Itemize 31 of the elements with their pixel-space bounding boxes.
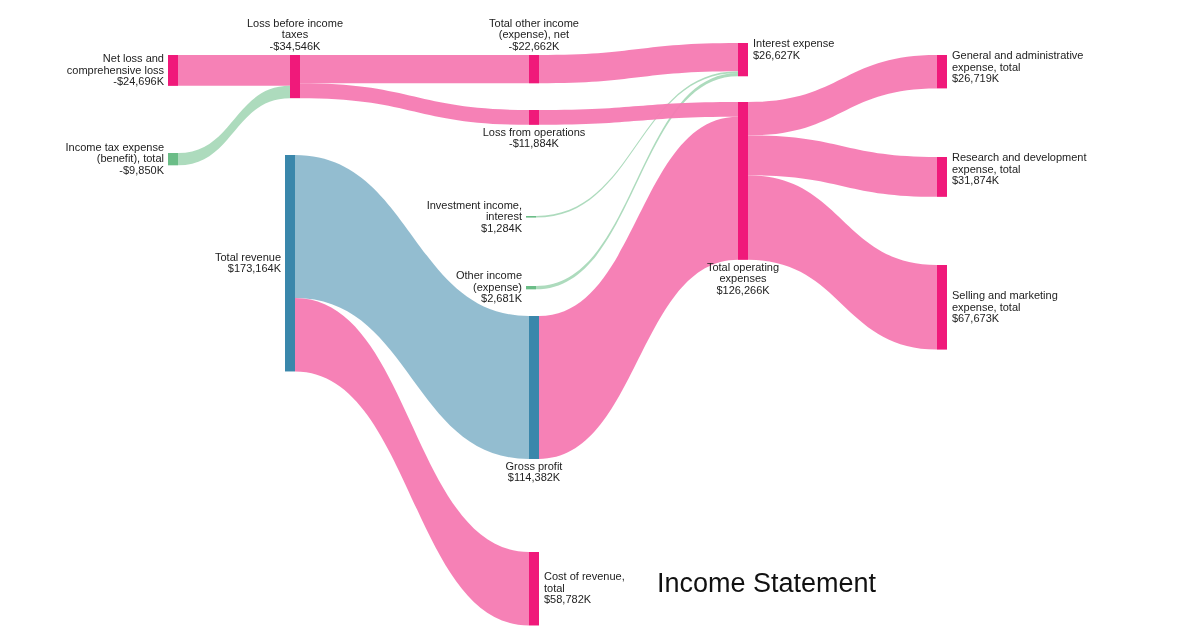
category-label: Investment income, interest (426, 198, 522, 223)
category-label: Gross profit (505, 459, 563, 472)
data-label: $58,782K (544, 593, 592, 606)
category-label: Loss before income taxes (247, 16, 343, 40)
text: Income Statement (657, 568, 877, 598)
category-label: General and administrative expense, total (952, 49, 1084, 73)
data-label: $31,874K (952, 174, 1000, 186)
data-label: -$9,850K (119, 163, 165, 176)
category-label: Net loss and comprehensive loss (66, 52, 165, 76)
data-label: $114,382K (507, 471, 561, 484)
data-label: $173,164K (227, 262, 282, 275)
data-label: -$24,696K (113, 75, 165, 88)
data-label: -$22,662K (508, 39, 561, 52)
data-label: $1,284K (481, 221, 523, 234)
category-label: Research and development expense, total (952, 151, 1087, 175)
category-label: Interest expense (753, 37, 835, 49)
category-label: Total revenue (214, 250, 281, 263)
data-label: -$34,546K (269, 39, 322, 52)
category-label: Income tax expense (benefit), total (65, 140, 164, 165)
category-label: Loss from operations (482, 125, 586, 138)
data-label: $26,719K (952, 72, 1000, 84)
category-label: Cost of revenue, total (544, 570, 625, 594)
category-label: Selling and marketing expense, total (952, 289, 1058, 313)
data-label: -$11,884K (509, 137, 560, 150)
category-label: Total other income (expense), net (489, 16, 579, 40)
category-label: Other income (expense) (455, 269, 522, 293)
category-label: Total operating expenses (706, 260, 780, 285)
data-label: $26,627K (753, 48, 801, 61)
data-label: $67,673K (952, 312, 1000, 325)
data-label: $126,266K (716, 283, 771, 296)
data-label: $2,681K (481, 292, 523, 305)
